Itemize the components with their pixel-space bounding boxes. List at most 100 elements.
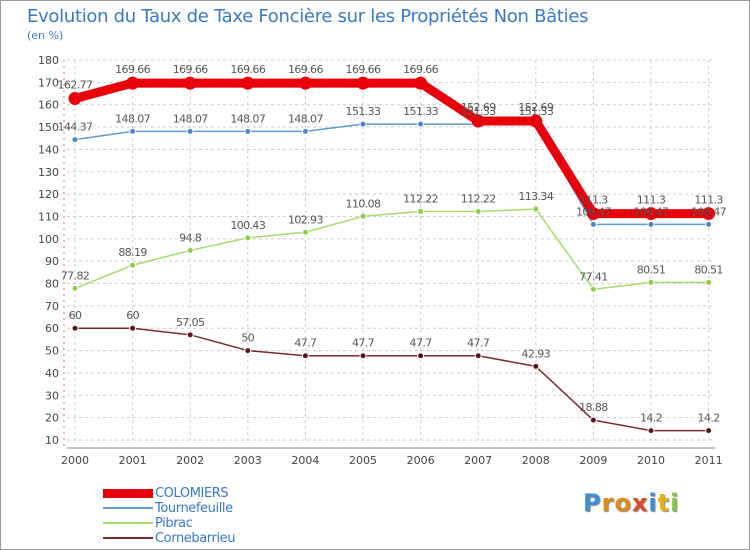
data-label: 77.41 xyxy=(579,270,608,283)
y-tick-label: 80 xyxy=(45,278,59,291)
data-point-tournefeuille xyxy=(186,127,194,135)
data-point-colomiers xyxy=(414,76,428,90)
data-label: 148.07 xyxy=(173,112,208,125)
data-label: 169.66 xyxy=(288,63,323,76)
x-tick-label: 2006 xyxy=(407,454,435,467)
legend-label: COLOMIERS xyxy=(155,486,229,501)
data-point-cornebarrieu xyxy=(417,352,425,360)
y-tick-label: 30 xyxy=(45,389,59,402)
data-point-tournefeuille xyxy=(589,220,597,228)
data-label: 106.47 xyxy=(691,205,726,218)
legend-label: Pibrac xyxy=(155,516,193,531)
data-point-colomiers xyxy=(183,76,197,90)
data-point-pibrac xyxy=(647,278,655,286)
data-label: 144.37 xyxy=(58,121,93,134)
data-label: 112.22 xyxy=(403,193,438,206)
legend-label: Tournefeuille xyxy=(155,501,233,516)
data-point-colomiers xyxy=(644,207,658,221)
data-point-colomiers xyxy=(68,92,82,106)
data-label: 88.19 xyxy=(118,246,147,259)
data-label: 152.69 xyxy=(518,101,553,114)
x-tick-label: 2005 xyxy=(349,454,377,467)
data-label: 111.3 xyxy=(579,194,608,207)
data-point-pibrac xyxy=(186,246,194,254)
x-tick-label: 2009 xyxy=(579,454,607,467)
data-label: 47.7 xyxy=(410,337,433,350)
data-point-tournefeuille xyxy=(71,136,79,144)
series-line-tournefeuille xyxy=(74,123,709,226)
data-point-colomiers xyxy=(126,76,140,90)
logo-letter: i xyxy=(670,489,680,517)
data-label: 148.07 xyxy=(230,112,265,125)
data-point-cornebarrieu xyxy=(474,352,482,360)
data-label: 102.93 xyxy=(288,213,323,226)
y-tick-label: 40 xyxy=(45,367,59,380)
tick-labels: 10 20 30 40 50 60 70 80 90 100 110 120 130 140 150 160 1… xyxy=(38,54,723,467)
chart-title: Evolution du Taux de Taxe Foncière sur l… xyxy=(27,6,589,27)
data-label: 47.7 xyxy=(352,337,375,350)
x-tick-label: 2001 xyxy=(119,454,147,467)
y-tick-label: 140 xyxy=(38,143,59,156)
logo-letter: t xyxy=(657,489,671,517)
axes xyxy=(63,60,715,449)
data-point-cornebarrieu xyxy=(705,427,713,435)
data-point-pibrac xyxy=(129,261,137,269)
y-tick-label: 130 xyxy=(38,166,59,179)
series-lines xyxy=(68,76,716,435)
data-label: 80.51 xyxy=(694,263,723,276)
data-label: 14.2 xyxy=(698,412,720,425)
data-label: 42.93 xyxy=(522,347,551,360)
data-label: 152.69 xyxy=(461,101,496,114)
data-label: 151.33 xyxy=(403,105,438,118)
data-point-cornebarrieu xyxy=(647,427,655,435)
data-point-cornebarrieu xyxy=(244,347,252,355)
x-tick-label: 2008 xyxy=(522,454,550,467)
data-point-tournefeuille xyxy=(705,220,713,228)
data-point-cornebarrieu xyxy=(301,352,309,360)
data-point-cornebarrieu xyxy=(129,324,137,332)
legend-label: Cornebarrieu xyxy=(155,531,236,546)
data-point-colomiers xyxy=(356,76,370,90)
x-tick-label: 2004 xyxy=(291,454,319,467)
data-label: 111.3 xyxy=(694,194,723,207)
data-label: 151.33 xyxy=(518,105,553,118)
data-label: 18.88 xyxy=(579,401,608,414)
logo-letter: o xyxy=(614,489,632,517)
data-label: 110.08 xyxy=(346,197,381,210)
y-tick-label: 100 xyxy=(38,233,59,246)
data-point-tournefeuille xyxy=(301,127,309,135)
data-point-pibrac xyxy=(417,208,425,216)
data-label: 57.05 xyxy=(176,316,205,329)
series-line-pibrac xyxy=(74,208,709,291)
data-point-cornebarrieu xyxy=(359,352,367,360)
data-point-pibrac xyxy=(589,285,597,293)
legend-swatch xyxy=(103,507,153,509)
data-point-pibrac xyxy=(301,228,309,236)
x-tick-label: 2003 xyxy=(234,454,262,467)
data-point-colomiers xyxy=(241,76,255,90)
data-label: 60 xyxy=(126,309,139,322)
data-label: 169.66 xyxy=(403,63,438,76)
data-label: 113.34 xyxy=(518,190,553,203)
data-label: 60 xyxy=(69,309,82,322)
data-labels: 162.77 169.66 169.66 169.66 169.66 169.66 169.… xyxy=(58,63,728,425)
y-tick-label: 10 xyxy=(45,434,59,447)
y-tick-label: 20 xyxy=(45,412,59,425)
data-label: 169.66 xyxy=(230,63,265,76)
data-label: 47.7 xyxy=(467,337,490,350)
data-point-pibrac xyxy=(244,234,252,242)
data-label: 148.07 xyxy=(288,112,323,125)
grid-lines xyxy=(67,59,715,441)
y-tick-label: 150 xyxy=(38,121,59,134)
data-point-cornebarrieu xyxy=(71,324,79,332)
logo-letter: r xyxy=(601,489,615,517)
x-tick-label: 2007 xyxy=(464,454,492,467)
x-tick-label: 2002 xyxy=(176,454,204,467)
y-tick-label: 70 xyxy=(45,300,59,313)
legend-swatch xyxy=(103,537,153,539)
series-line-cornebarrieu xyxy=(75,327,709,432)
y-tick-label: 120 xyxy=(38,188,59,201)
logo-letter: x xyxy=(631,489,649,517)
data-point-colomiers xyxy=(702,207,716,221)
